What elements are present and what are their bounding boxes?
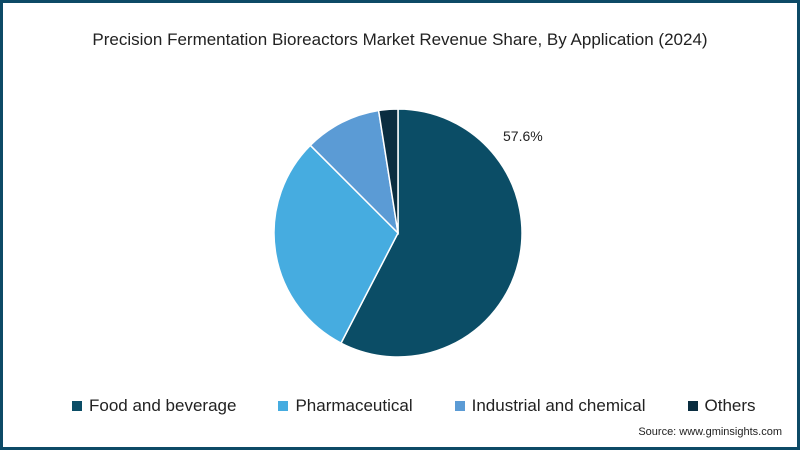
swatch-icon [72,401,82,411]
pie-slice [377,108,399,234]
legend-item-pharmaceutical: Pharmaceutical [278,396,413,416]
swatch-icon [687,401,698,411]
source-note: Source: www.gminsights.com [638,426,782,438]
swatch-icon [278,401,289,411]
pie-slice [309,109,400,236]
legend-item-industrial: Industrial and chemical [454,396,646,416]
swatch-icon [454,401,465,411]
slice-label-food: 57.6% [503,128,543,144]
legend-item-food: Food and beverage [72,396,236,416]
pie-slice [340,108,523,358]
chart-title: Precision Fermentation Bioreactors Marke… [92,30,708,49]
legend: Food and beverage Pharmaceutical Industr… [72,396,798,416]
pie-slice [273,144,399,345]
legend-item-others: Others [687,396,756,416]
